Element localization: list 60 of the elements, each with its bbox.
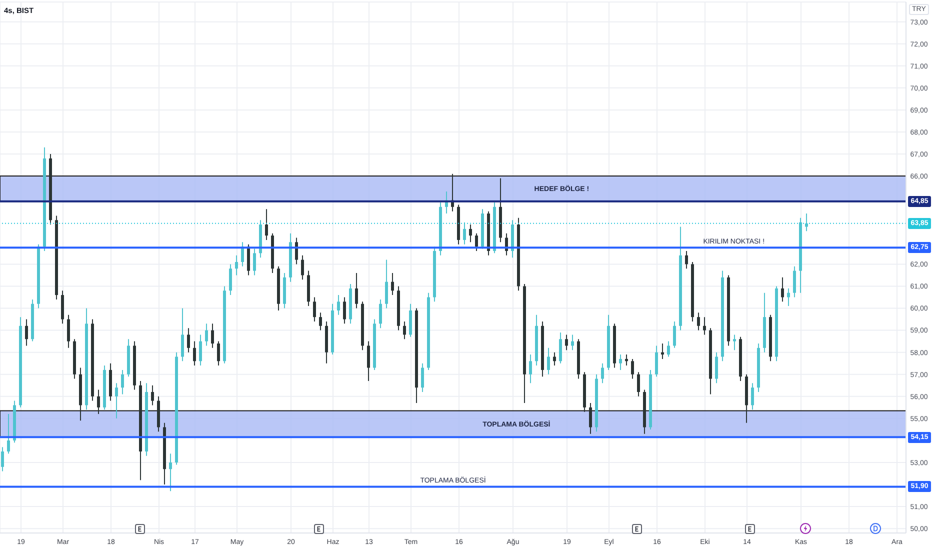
candlestick: [385, 259, 388, 309]
candlestick: [553, 352, 556, 366]
candlestick: [169, 453, 172, 492]
candlestick: [421, 362, 424, 392]
candlestick: [181, 308, 184, 362]
candlestick: [529, 354, 532, 384]
candlestick: [715, 352, 718, 384]
candlestick: [97, 389, 100, 415]
candlestick: [637, 372, 640, 397]
candlestick: [343, 296, 346, 324]
candlestick: [403, 320, 406, 340]
candlestick: [475, 232, 478, 252]
candlestick: [781, 276, 784, 302]
candlestick: [7, 414, 10, 454]
candlestick: [121, 369, 124, 395]
candlestick: [205, 323, 208, 346]
candlestick: [697, 312, 700, 331]
candlestick: [151, 384, 154, 406]
candlestick: [193, 340, 196, 366]
candlestick: [319, 312, 322, 331]
candlestick: [235, 254, 238, 276]
candlestick: [571, 334, 574, 351]
candlestick: [337, 294, 340, 316]
candlestick: [733, 334, 736, 351]
candlestick: [751, 382, 754, 410]
candlestick: [667, 340, 670, 358]
candlestick: [379, 298, 382, 329]
candlestick: [469, 224, 472, 243]
candlestick: [601, 362, 604, 384]
candlestick: [229, 264, 232, 296]
candlestick: [463, 222, 466, 245]
candlestick: [787, 288, 790, 307]
candlestick: [355, 272, 358, 309]
candlestick: [673, 320, 676, 348]
candlestick: [559, 332, 562, 364]
candlestick: [187, 328, 190, 353]
candlestick: [265, 208, 268, 240]
candlestick: [199, 334, 202, 366]
candlestick: [661, 343, 664, 360]
candlestick: [685, 250, 688, 270]
candlestick: [25, 318, 28, 346]
candlestick: [589, 402, 592, 434]
candlestick: [703, 316, 706, 336]
candlestick: [631, 358, 634, 380]
candlestick: [217, 340, 220, 366]
candlestick: [619, 354, 622, 370]
candlestick: [115, 382, 118, 419]
candlestick: [211, 323, 214, 348]
candlestick: [655, 345, 658, 378]
candlestick: [301, 254, 304, 280]
candlestick: [1, 446, 4, 472]
candlestick: [793, 266, 796, 298]
candlestick: [253, 248, 256, 276]
candlestick: [565, 334, 568, 351]
candlestick: [547, 347, 550, 375]
candlestick: [313, 296, 316, 322]
candlestick: [367, 340, 370, 382]
candlestick: [625, 354, 628, 366]
candlestick: [67, 314, 70, 348]
candlestick: [391, 272, 394, 296]
